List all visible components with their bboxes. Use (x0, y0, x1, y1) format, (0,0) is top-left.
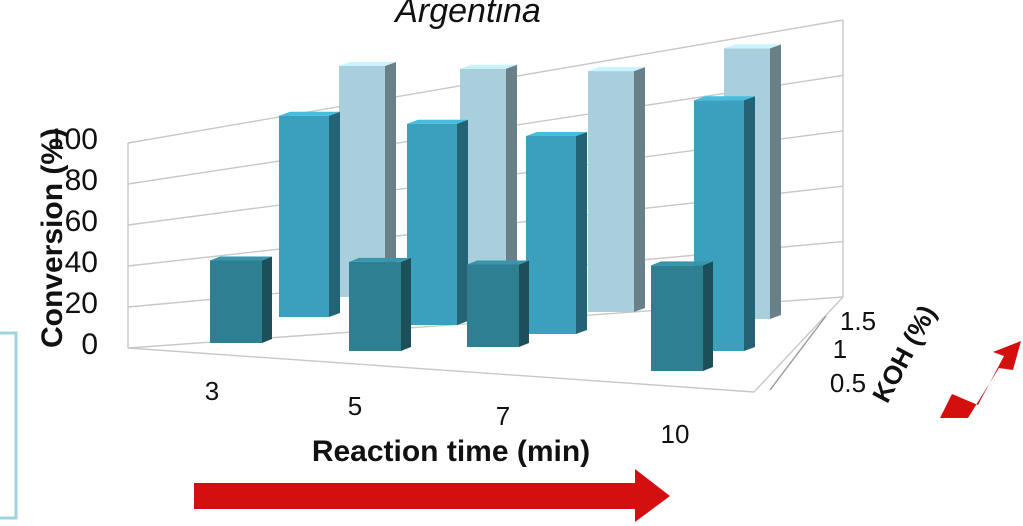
bar-side (457, 119, 468, 325)
y-tick-label: 0 (81, 328, 98, 361)
bar-top (210, 256, 272, 261)
depth-tick-label: 1 (833, 334, 847, 364)
bar (651, 261, 713, 371)
bar-front (279, 115, 329, 317)
depth-axis (769, 315, 827, 391)
bar-side (506, 64, 517, 303)
bar (467, 260, 529, 347)
depth-tick-labels: 0.5 11.5 (769, 306, 876, 398)
bar-front (349, 261, 401, 351)
bar-top (526, 132, 587, 136)
bar-side (634, 67, 645, 312)
y-tick-labels: 0 20 40 60 80 100 (48, 123, 98, 361)
bar-top (724, 44, 781, 49)
bar-front (526, 136, 576, 334)
bar (588, 67, 645, 312)
bar-top (339, 62, 396, 66)
x-tick-labels: 3 5 7 10 (205, 376, 690, 449)
bar-side (703, 261, 713, 371)
y-axis-label: Conversion (%) (36, 128, 69, 348)
bar-top (460, 64, 517, 69)
floor-right-edge (753, 296, 844, 393)
panel-border (0, 331, 18, 520)
x-tick-label: 7 (496, 401, 510, 431)
bar (349, 257, 411, 351)
depth-tick-label: 0.5 (830, 368, 866, 398)
bar-side (744, 96, 755, 351)
y-tick-label: 80 (65, 164, 98, 197)
bar-side (262, 256, 272, 343)
bars (210, 44, 781, 371)
bar-front (210, 260, 262, 343)
y-tick-label: 20 (65, 287, 98, 320)
y-tick-label: 40 (65, 246, 98, 279)
floor-front-edge (127, 347, 755, 393)
x-tick-label: 5 (348, 391, 362, 421)
bar-front (588, 71, 634, 312)
horizontal-arrow (194, 469, 670, 522)
bar-front (467, 264, 519, 347)
y-tick-label: 60 (65, 205, 98, 238)
bar-side (576, 132, 587, 334)
bar-side (519, 260, 529, 347)
bar (210, 256, 272, 343)
chart-title: Argentina (393, 0, 541, 30)
bar-top (349, 257, 411, 262)
z-axis-label: KOH (%) (866, 300, 942, 407)
bar-top (407, 119, 468, 124)
bar-side (329, 111, 340, 317)
bar-top (651, 261, 713, 266)
bar-front (407, 123, 457, 325)
bar-top (694, 96, 755, 101)
bar-side (401, 257, 411, 351)
bar (407, 119, 468, 325)
bar-front (651, 265, 703, 371)
diagonal-arrow (940, 341, 1021, 418)
x-tick-label: 3 (205, 376, 219, 406)
bar-top (588, 67, 645, 72)
bar-top (467, 260, 529, 265)
x-tick-label: 10 (661, 419, 690, 449)
bar (526, 132, 587, 334)
depth-tick-label: 1.5 (840, 306, 876, 336)
bar-side (385, 62, 396, 297)
y-tick-label: 100 (48, 123, 98, 156)
bar-top (279, 111, 340, 116)
bar-side (770, 44, 781, 320)
x-axis-label: Reaction time (min) (312, 435, 590, 468)
bar (279, 111, 340, 317)
